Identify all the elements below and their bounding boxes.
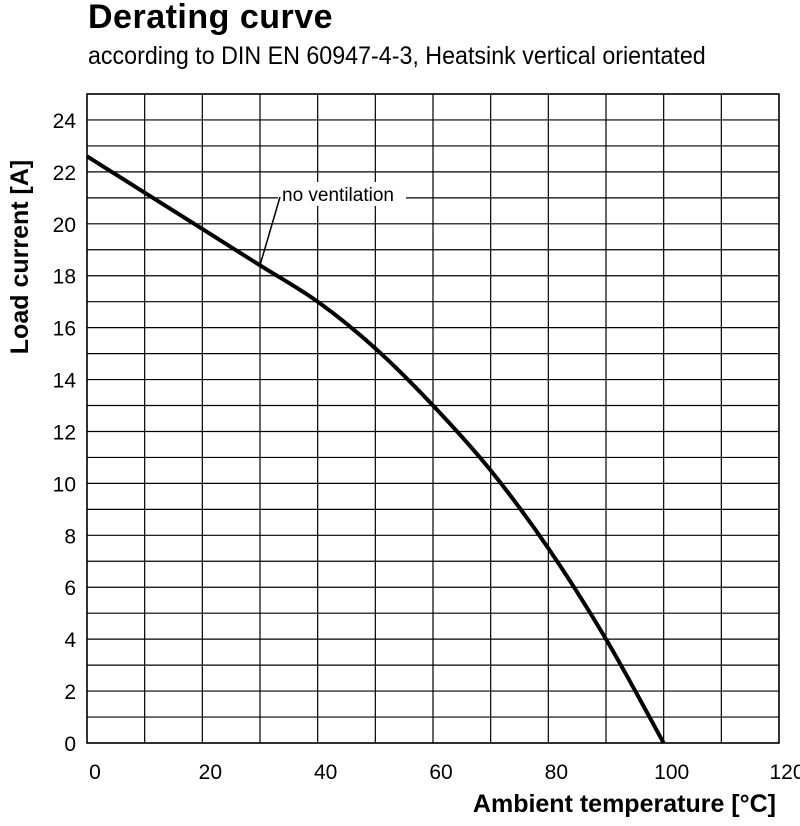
x-tick-label: 100 [654, 761, 689, 784]
y-tick-label: 10 [53, 473, 76, 496]
chart-subtitle: according to DIN EN 60947-4-3, Heatsink … [88, 42, 706, 70]
grid [86, 93, 780, 744]
y-tick-label: 4 [64, 629, 76, 652]
series-layer [85, 154, 666, 744]
y-tick-label: 8 [64, 525, 76, 548]
y-tick-label: 16 [53, 318, 76, 341]
annotation-background [278, 182, 406, 206]
y-tick-label: 12 [53, 421, 76, 444]
y-tick-label: 18 [53, 266, 76, 289]
x-tick-label: 20 [199, 761, 222, 784]
annotation-leader-line [259, 196, 281, 266]
annotation-layer: no ventilation [259, 182, 406, 266]
x-tick-label: 60 [429, 761, 452, 784]
series-line-no-ventilation [85, 154, 666, 744]
y-tick-label: 0 [64, 733, 76, 756]
chart-title: Derating curve [88, 0, 334, 36]
y-tick-label: 20 [53, 214, 76, 237]
x-tick-label: 40 [314, 761, 337, 784]
y-tick-label: 24 [53, 110, 77, 133]
x-tick-label: 80 [545, 761, 568, 784]
annotation-label: no ventilation [282, 185, 394, 206]
x-tick-label: 0 [89, 761, 101, 784]
y-tick-label: 14 [53, 370, 77, 393]
x-tick-label: 120 [769, 761, 800, 784]
y-tick-label: 22 [53, 162, 76, 185]
y-axis-title: Load current [A] [6, 160, 34, 354]
plot-frame [86, 93, 780, 744]
x-axis-title: Ambient temperature [°C] [473, 790, 776, 818]
y-tick-label: 6 [64, 577, 76, 600]
y-tick-label: 2 [64, 681, 76, 704]
